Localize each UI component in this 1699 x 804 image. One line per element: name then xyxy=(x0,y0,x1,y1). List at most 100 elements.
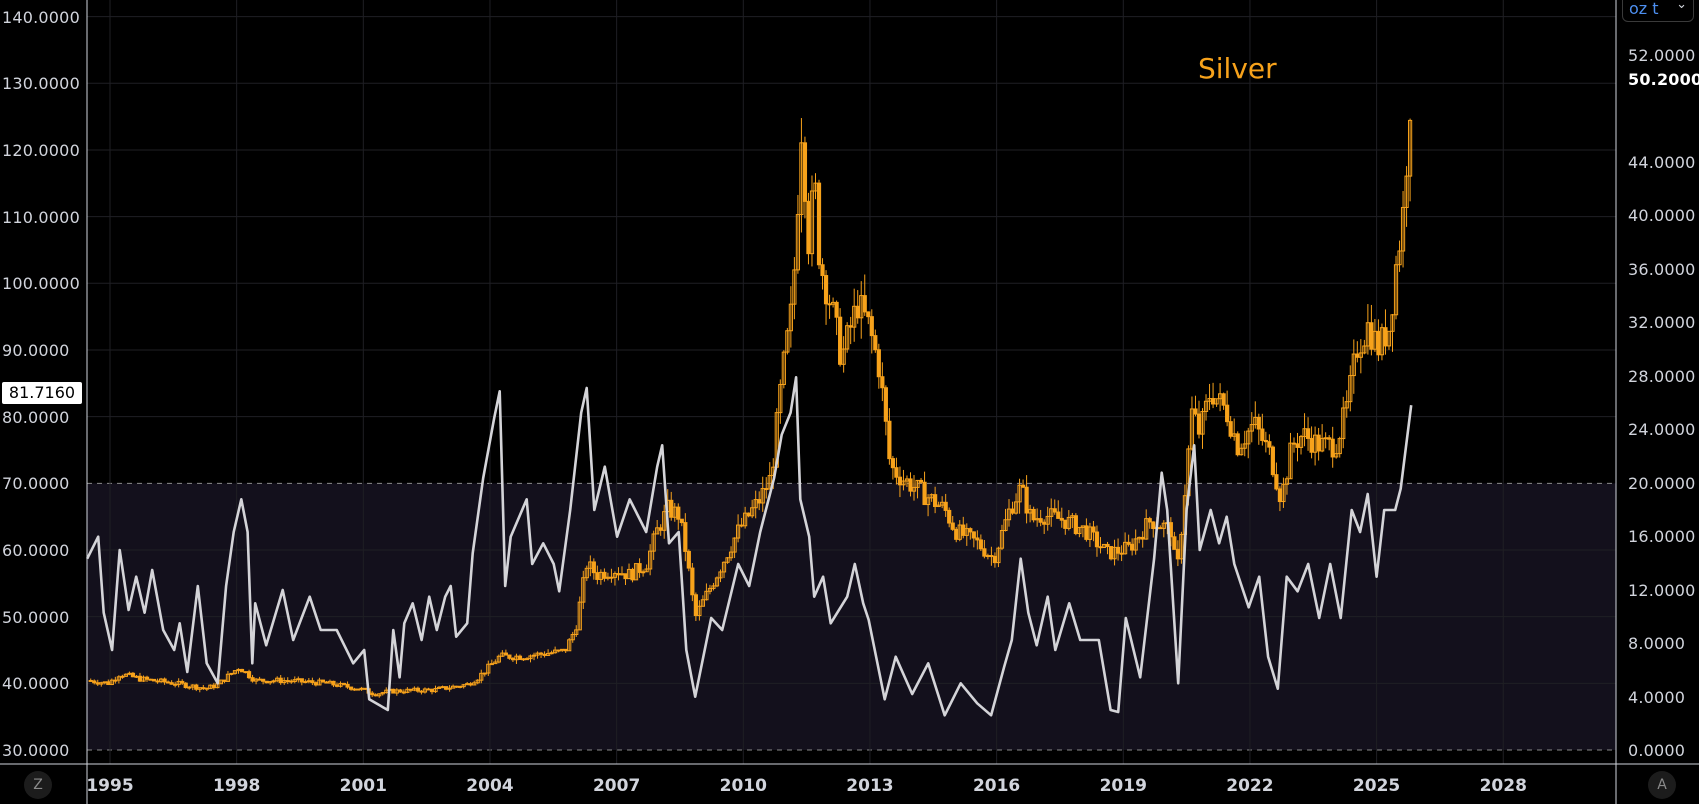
candle-body xyxy=(827,303,832,306)
candle-body xyxy=(841,348,846,365)
candle-body xyxy=(936,504,941,508)
candle-body xyxy=(1263,439,1268,443)
candle-body xyxy=(1407,119,1413,177)
candle-body xyxy=(1091,526,1096,533)
time-tick-label: 2004 xyxy=(466,776,514,796)
candle-body xyxy=(809,190,815,255)
candle-body xyxy=(1214,398,1219,405)
candle-body xyxy=(211,684,216,689)
candle-body xyxy=(380,692,385,695)
candle-body xyxy=(1066,516,1071,529)
current-value-label: 81.7160 xyxy=(2,382,82,404)
candle-body xyxy=(918,479,924,483)
candle-body xyxy=(943,501,948,511)
candle-body xyxy=(894,467,899,478)
candle-body xyxy=(1158,527,1163,530)
candle-body xyxy=(1376,330,1381,356)
candle-body xyxy=(982,548,987,557)
candle-body xyxy=(658,527,663,531)
candle-body xyxy=(556,649,561,652)
candle-body xyxy=(602,571,607,579)
candle-body xyxy=(823,275,829,305)
candle-body xyxy=(947,509,952,524)
auto-scale-z-button[interactable]: Z xyxy=(24,771,52,799)
candle-body xyxy=(1235,433,1240,456)
candle-body xyxy=(721,561,727,573)
candle-body xyxy=(405,688,410,693)
candle-body xyxy=(644,568,649,573)
candle-body xyxy=(1059,517,1064,521)
right-tick-label: 36.0000 xyxy=(1628,259,1696,279)
candle-body xyxy=(429,688,435,693)
candle-body xyxy=(591,561,596,574)
candle-body xyxy=(1323,437,1328,440)
candle-body xyxy=(1369,322,1374,350)
candle-body xyxy=(243,671,248,674)
candle-body xyxy=(1017,484,1022,503)
candle-body xyxy=(461,684,466,688)
left-tick-label: 100.0000 xyxy=(2,274,80,294)
candle-body xyxy=(869,316,874,337)
candle-body xyxy=(570,633,575,641)
candle-body xyxy=(1344,401,1349,409)
candle-body xyxy=(975,537,980,541)
candle-body xyxy=(795,214,801,271)
candle-body xyxy=(1031,508,1036,521)
candle-body xyxy=(1024,486,1029,514)
candle-body xyxy=(296,678,301,681)
candle-body xyxy=(246,671,252,679)
candle-body xyxy=(732,537,737,553)
candle-body xyxy=(922,481,927,506)
candle-body xyxy=(563,648,568,652)
candle-body xyxy=(88,679,93,682)
candle-body xyxy=(359,687,364,690)
candle-body xyxy=(493,661,498,665)
candle-body xyxy=(1351,353,1356,377)
candle-body xyxy=(757,499,762,504)
candle-body xyxy=(1284,478,1290,485)
candle-body xyxy=(1327,437,1332,440)
candle-body xyxy=(549,652,554,655)
candle-body xyxy=(377,693,382,697)
candle-body xyxy=(468,683,473,686)
candle-body xyxy=(669,499,674,518)
candle-body xyxy=(422,688,428,693)
candle-body xyxy=(989,555,994,558)
time-tick-label: 2013 xyxy=(846,776,894,796)
candle-body xyxy=(303,681,308,684)
candle-body xyxy=(225,673,231,682)
unit-select[interactable]: oz t ⌄ xyxy=(1622,0,1694,22)
candle-body xyxy=(1045,515,1050,525)
candle-body xyxy=(299,678,304,683)
candle-body xyxy=(880,376,885,389)
candle-body xyxy=(700,599,706,607)
candle-body xyxy=(458,685,463,688)
candle-body xyxy=(155,680,160,683)
candle-body xyxy=(623,573,628,580)
candle-body xyxy=(1140,536,1145,540)
left-tick-label: 40.0000 xyxy=(2,674,70,694)
auto-scale-a-button[interactable]: A xyxy=(1648,771,1676,799)
candle-body xyxy=(855,305,860,319)
candle-body xyxy=(443,686,449,690)
candle-body xyxy=(760,488,765,504)
candle-body xyxy=(507,654,512,659)
candle-body xyxy=(363,687,368,690)
candle-body xyxy=(1006,508,1012,521)
candle-body xyxy=(531,654,537,657)
candle-body xyxy=(838,316,843,365)
candle-body xyxy=(489,663,494,666)
candle-body xyxy=(95,682,100,685)
right-tick-label: 44.0000 xyxy=(1628,152,1696,172)
right-current-price-label: 50.2000 xyxy=(1628,69,1699,89)
candle-body xyxy=(595,572,600,580)
time-tick-label: 2016 xyxy=(972,776,1021,796)
candle-body xyxy=(616,573,621,576)
candle-body xyxy=(1210,398,1216,405)
ratio-line xyxy=(86,376,1413,717)
candle-body xyxy=(292,679,297,682)
candle-body xyxy=(697,605,702,617)
candle-body xyxy=(655,527,660,535)
candle-body xyxy=(1267,441,1272,448)
